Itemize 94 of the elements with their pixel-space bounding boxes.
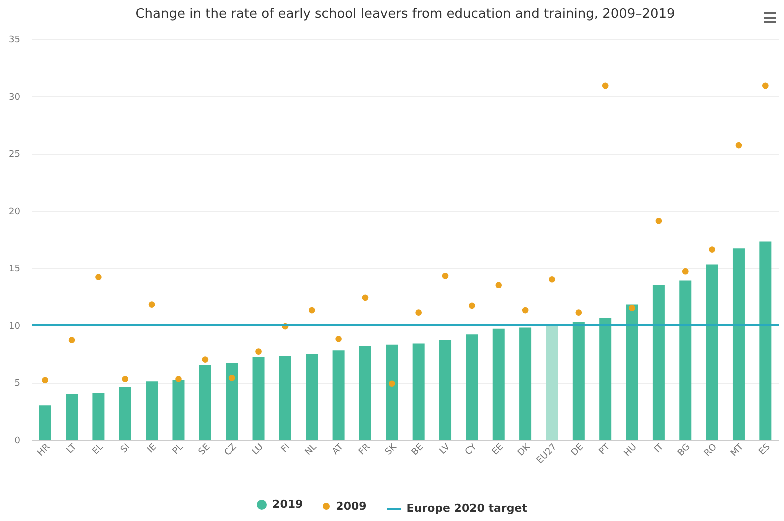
x-tick-label: FI [280, 442, 293, 456]
bar [760, 242, 772, 440]
y-tick-label: 5 [14, 379, 20, 390]
point [496, 282, 502, 288]
point [336, 336, 342, 342]
y-tick-label: 0 [14, 436, 21, 446]
point [96, 274, 102, 280]
bar [492, 328, 505, 440]
x-tick-label: DK [516, 442, 534, 459]
bar [119, 387, 132, 440]
point [629, 305, 636, 312]
point [762, 82, 769, 90]
x-tick-label: DE [570, 442, 586, 458]
x-tick-label: EE [490, 442, 506, 458]
bar [680, 280, 692, 440]
bar [39, 406, 52, 440]
point [469, 302, 476, 310]
point [656, 218, 662, 224]
x-tick-label: BE [410, 442, 426, 458]
x-tick-label: SI [119, 442, 132, 456]
y-tick-label: 20 [9, 207, 21, 218]
bar [226, 363, 238, 440]
x-tick-label: RO [702, 442, 720, 460]
x-tick-label: SE [197, 442, 213, 458]
bar [732, 248, 745, 440]
point [148, 302, 156, 308]
chart-title: Change in the rate of early school leavers from education and training, 2009–2019 [136, 7, 676, 22]
bar [386, 344, 398, 440]
bar [546, 324, 558, 440]
bar [172, 380, 185, 440]
point [176, 376, 182, 382]
bar [199, 366, 212, 440]
x-tick-label: PL [171, 442, 186, 457]
x-tick-label: HU [622, 442, 640, 460]
x-tick-label: FR [357, 442, 373, 458]
x-tick-label: ES [758, 442, 773, 458]
point [602, 82, 609, 90]
x-tick-label: AT [331, 442, 346, 458]
x-tick-label: NL [304, 442, 320, 458]
x-tick-label: HR [36, 442, 52, 459]
point [442, 273, 449, 280]
point [389, 380, 396, 388]
point [576, 310, 582, 316]
point [202, 356, 209, 363]
bar [332, 350, 345, 440]
point [42, 377, 48, 384]
x-tick-label: PT [598, 442, 614, 458]
bar [466, 334, 478, 440]
bar [66, 394, 78, 440]
point [68, 337, 76, 344]
bar [520, 328, 532, 440]
point [362, 294, 369, 302]
bar [652, 285, 665, 440]
bar [146, 382, 158, 440]
x-tick-label: CY [464, 442, 480, 458]
bar [359, 346, 372, 440]
y-tick-label: 35 [9, 36, 20, 46]
point [709, 246, 716, 253]
bar [572, 322, 585, 440]
bar [706, 264, 718, 440]
bar [440, 340, 452, 440]
point [522, 307, 529, 314]
x-tick-label: MT [730, 442, 746, 459]
y-tick-label: 10 [9, 322, 21, 332]
bar [306, 354, 318, 440]
x-tick-label: IE [146, 442, 160, 456]
legend-label: 2009 [336, 500, 367, 512]
x-tick-label: SK [384, 442, 400, 458]
point [122, 376, 129, 382]
point [308, 307, 316, 314]
y-tick-label: 30 [9, 92, 21, 103]
point [549, 276, 556, 283]
bar [600, 318, 612, 440]
bar [412, 344, 425, 440]
bar [279, 356, 292, 440]
y-tick-label: 25 [9, 150, 20, 160]
x-tick-label: IT [653, 442, 666, 456]
x-tick-label: BG [676, 442, 693, 459]
x-tick-label: LV [438, 442, 454, 457]
point [416, 310, 422, 316]
x-tick-label: CZ [223, 442, 240, 458]
x-tick-label: EL [91, 442, 106, 458]
point [256, 348, 262, 355]
bar [252, 358, 265, 440]
legend-label: 2019 [272, 498, 304, 511]
point [682, 268, 689, 275]
point [736, 142, 742, 149]
y-tick-label: 15 [9, 264, 20, 275]
bar [626, 304, 638, 440]
legend-label: Europe 2020 target [406, 502, 528, 515]
x-tick-label: LT [65, 442, 80, 456]
point [228, 374, 236, 382]
bar [92, 393, 105, 440]
x-tick-label: LU [250, 442, 266, 458]
